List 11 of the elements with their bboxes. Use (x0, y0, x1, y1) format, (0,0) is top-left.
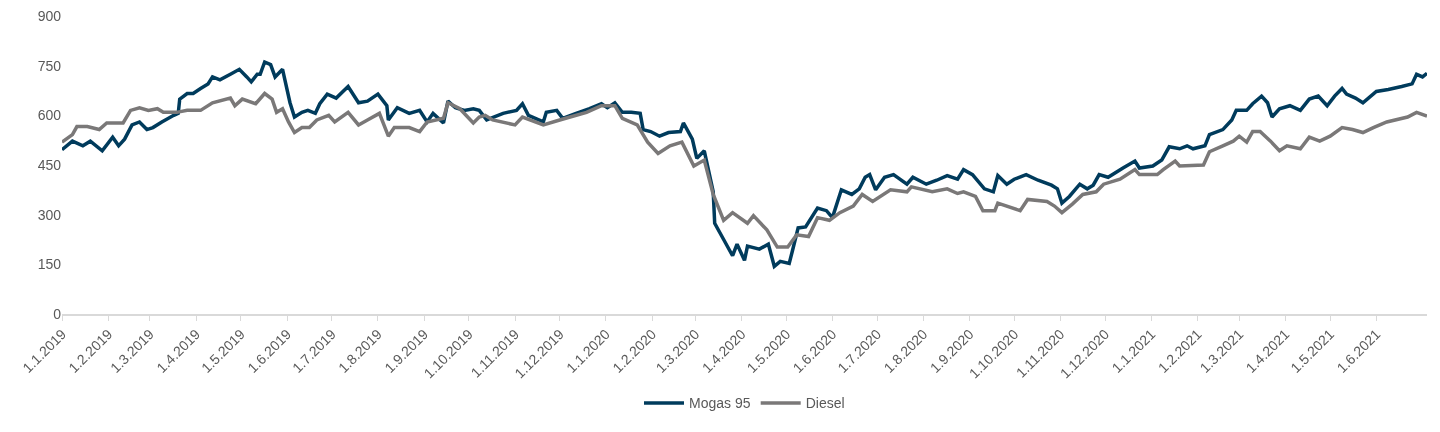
line-series (62, 91, 1427, 249)
legend-label: Diesel (805, 395, 845, 412)
line-series (62, 60, 1427, 269)
y-tick-label: 0 (53, 305, 62, 322)
y-tick-label: 750 (37, 57, 62, 74)
y-tick-label: 600 (37, 107, 62, 124)
y-tick-label: 900 (37, 7, 62, 24)
y-tick-label: 150 (37, 256, 62, 273)
legend-label: Mogas 95 (689, 395, 751, 412)
y-tick-label: 300 (37, 206, 62, 223)
y-tick-label: 450 (37, 156, 62, 173)
